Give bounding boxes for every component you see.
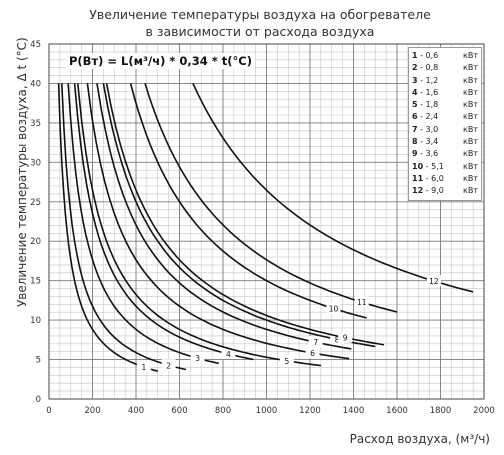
legend-item-unit: кВт xyxy=(463,87,478,97)
series-label-4: 4 xyxy=(226,350,231,359)
plot-frame xyxy=(48,43,485,400)
x-tick-label: 800 xyxy=(215,406,231,416)
legend-item-unit: кВт xyxy=(463,149,478,159)
series-label-bg xyxy=(338,331,353,343)
x-tick-label: 1000 xyxy=(256,406,278,416)
legend-item-unit: кВт xyxy=(463,112,478,122)
y-tick-label: 45 xyxy=(30,40,41,50)
legend-item-label: 3 - 1,2 xyxy=(412,75,439,85)
series-line-9 xyxy=(105,83,385,346)
legend-item-unit: кВт xyxy=(463,51,478,60)
legend-item-unit: кВт xyxy=(463,75,478,85)
series-label-bg xyxy=(326,302,341,314)
legend-item: 6 - 2,4 кВт xyxy=(412,111,478,123)
legend-item-label: 2 - 0,8 xyxy=(412,63,439,73)
legend-item-unit: кВт xyxy=(463,186,478,196)
y-tick-label: 35 xyxy=(30,119,41,129)
legend-item: 10 - 5,1 кВт xyxy=(412,161,478,173)
legend-item-unit: кВт xyxy=(463,100,478,110)
series-label-bg xyxy=(308,336,323,348)
legend-item: 2 - 0,8 кВт xyxy=(412,62,478,74)
legend-item-label: 7 - 3,0 xyxy=(412,124,439,134)
y-tick-label: 25 xyxy=(30,198,41,208)
series-line-2 xyxy=(61,83,187,371)
series-line-6 xyxy=(86,83,350,360)
chart-subtitle: в зависимости от расхода воздуха xyxy=(145,24,375,39)
legend-item-unit: кВт xyxy=(463,63,478,73)
legend: 1 - 0,6 кВт 2 - 0,8 кВт 3 - 1,2 кВт 4 - 1,6 кВт… xyxy=(408,47,482,201)
y-axis-label: Увеличение температуры воздуха, Δ t (°C) xyxy=(15,37,29,307)
y-tick-label: 30 xyxy=(30,158,41,168)
x-tick-label: 1800 xyxy=(430,406,452,416)
y-tick-label: 0 xyxy=(36,395,41,405)
series-line-4 xyxy=(73,83,254,361)
y-tick-label: 15 xyxy=(30,277,41,287)
x-tick-label: 0 xyxy=(46,406,51,416)
series-label-bg xyxy=(136,361,151,373)
series-label-bg xyxy=(279,354,294,366)
formula-text: P(Вт) = L(м³/ч) * 0,34 * t(°C) xyxy=(66,53,256,69)
series-line-8 xyxy=(102,83,376,348)
series-line-10 xyxy=(129,83,367,319)
series-label-1: 1 xyxy=(141,363,146,372)
x-tick-label: 600 xyxy=(171,406,187,416)
legend-item-unit: кВт xyxy=(463,161,478,171)
x-tick-label: 2000 xyxy=(473,406,495,416)
series-label-8: 8 xyxy=(335,335,340,344)
legend-item-unit: кВт xyxy=(463,124,478,134)
x-tick-label: 1400 xyxy=(343,406,365,416)
series-label-bg xyxy=(221,347,236,359)
x-tick-label: 1200 xyxy=(299,406,321,416)
chart-title: Увеличение температуры воздуха на обогре… xyxy=(89,7,431,22)
y-tick-label: 20 xyxy=(30,237,41,247)
legend-item-label: 9 - 3,6 xyxy=(412,149,439,159)
legend-item: 7 - 3,0 кВт xyxy=(412,124,478,136)
series-label-bg xyxy=(354,296,369,308)
series-label-3: 3 xyxy=(195,354,200,363)
series-label-12: 12 xyxy=(429,277,439,286)
legend-item-unit: кВт xyxy=(463,173,478,183)
legend-item: 3 - 1,2 кВт xyxy=(412,75,478,87)
series-label-bg xyxy=(190,352,205,364)
series-label-2: 2 xyxy=(166,361,171,370)
legend-item-label: 12 - 9,0 xyxy=(412,186,444,196)
legend-item-label: 1 - 0,6 xyxy=(412,51,439,60)
legend-item: 5 - 1,8 кВт xyxy=(412,99,478,111)
legend-item: 1 - 0,6 кВт xyxy=(412,50,478,62)
series-label-bg xyxy=(426,274,441,286)
legend-item: 8 - 3,4 кВт xyxy=(412,136,478,148)
x-axis-label: Расход воздуха, (м³/ч) xyxy=(349,432,490,446)
legend-item-label: 4 - 1,6 xyxy=(412,87,439,97)
x-tick-label: 400 xyxy=(128,406,144,416)
series-label-bg xyxy=(161,359,176,371)
series-label-bg xyxy=(330,333,345,345)
x-tick-label: 200 xyxy=(84,406,100,416)
y-tick-label: 40 xyxy=(30,79,41,89)
series-label-9: 9 xyxy=(343,334,348,343)
legend-item-unit: кВт xyxy=(463,137,478,147)
series-label-10: 10 xyxy=(329,305,339,314)
series-label-5: 5 xyxy=(284,357,289,366)
series-label-bg xyxy=(305,347,320,359)
legend-item-label: 6 - 2,4 xyxy=(412,112,439,122)
series-label-7: 7 xyxy=(313,338,318,347)
legend-item: 12 - 9,0 кВт xyxy=(412,185,478,197)
x-tick-label: 1600 xyxy=(386,406,408,416)
series-line-12 xyxy=(192,83,474,293)
legend-item-label: 11 - 6,0 xyxy=(412,173,444,183)
legend-item: 4 - 1,6 кВт xyxy=(412,87,478,99)
legend-item-label: 5 - 1,8 xyxy=(412,100,439,110)
y-tick-label: 10 xyxy=(30,316,41,326)
series-line-11 xyxy=(144,83,398,313)
legend-item: 9 - 3,6 кВт xyxy=(412,148,478,160)
series-label-11: 11 xyxy=(357,298,367,307)
legend-item-label: 8 - 3,4 xyxy=(412,137,439,147)
series-label-6: 6 xyxy=(310,349,315,358)
y-tick-label: 5 xyxy=(36,356,41,366)
legend-item: 11 - 6,0 кВт xyxy=(412,173,478,185)
legend-item-label: 10 - 5,1 xyxy=(412,161,444,171)
